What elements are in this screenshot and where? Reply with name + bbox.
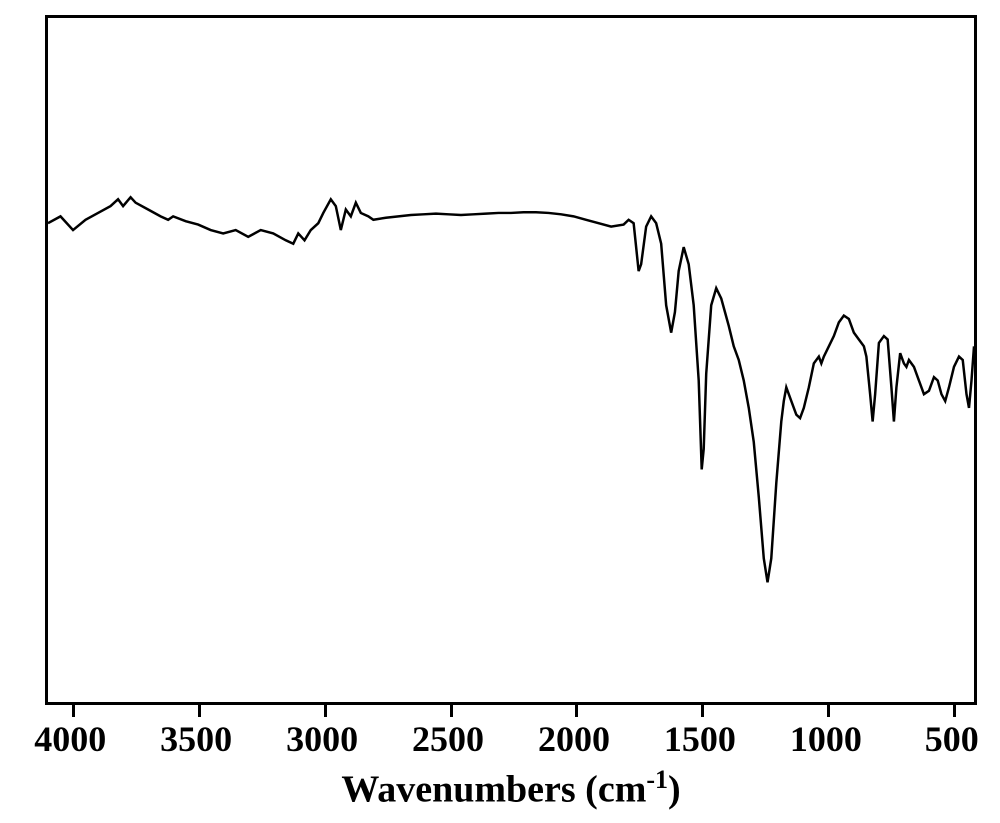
x-tick [953, 702, 956, 717]
x-tick-label: 3500 [160, 718, 232, 760]
x-tick [72, 702, 75, 717]
x-tick [827, 702, 830, 717]
x-axis-title: Wavenumbers (cm-1) [341, 765, 680, 812]
x-tick-label: 2000 [538, 718, 610, 760]
plot-area [45, 15, 977, 705]
x-tick [324, 702, 327, 717]
x-tick-label: 4000 [34, 718, 106, 760]
x-tick-label: 1500 [664, 718, 736, 760]
spectrum-line [48, 18, 974, 702]
x-tick-label: 3000 [286, 718, 358, 760]
x-tick-label: 500 [925, 718, 979, 760]
x-tick [701, 702, 704, 717]
x-tick [575, 702, 578, 717]
x-tick-label: 1000 [790, 718, 862, 760]
ir-spectrum-chart: 4000350030002500200015001000500 Wavenumb… [45, 15, 977, 705]
x-tick [450, 702, 453, 717]
x-tick [198, 702, 201, 717]
x-tick-label: 2500 [412, 718, 484, 760]
